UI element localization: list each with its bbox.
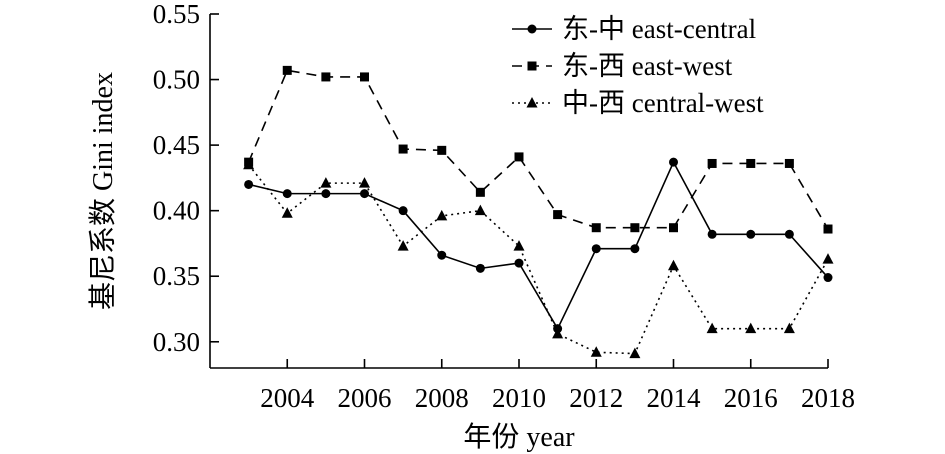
axes: 0.30 0.35 0.40 0.45 0.50 0.55 2004 2006 2008 2010… bbox=[153, 0, 855, 413]
series-line bbox=[247, 69, 829, 230]
y-tick-label: 0.35 bbox=[153, 261, 200, 291]
data-point bbox=[281, 207, 293, 218]
data-point bbox=[552, 327, 564, 339]
data-point bbox=[746, 229, 756, 239]
data-point bbox=[629, 347, 641, 359]
y-tick-label: 0.40 bbox=[153, 196, 200, 226]
legend-item-2: 东-西 east-west bbox=[512, 51, 733, 81]
data-point bbox=[669, 223, 678, 233]
data-point bbox=[475, 263, 485, 273]
data-point bbox=[823, 273, 833, 283]
x-tick-label: 2010 bbox=[492, 383, 546, 413]
data-point bbox=[513, 240, 525, 251]
legend-item-3: 中-西 central-west bbox=[512, 88, 764, 118]
data-point bbox=[514, 258, 524, 268]
x-tick-label: 2004 bbox=[260, 383, 315, 413]
data-point bbox=[823, 224, 833, 234]
legend-marker bbox=[527, 24, 537, 34]
series-layer bbox=[243, 65, 834, 359]
data-point bbox=[437, 250, 447, 260]
data-point bbox=[783, 322, 795, 334]
data-point bbox=[822, 253, 834, 264]
legend-marker bbox=[527, 61, 537, 71]
y-tick-label: 0.30 bbox=[153, 327, 200, 357]
data-point bbox=[668, 259, 679, 271]
legend-item-1: 东-中 east-central bbox=[512, 14, 756, 44]
data-point bbox=[745, 322, 757, 334]
data-point bbox=[475, 187, 485, 197]
data-point bbox=[359, 177, 370, 188]
x-tick-label: 2008 bbox=[415, 383, 469, 413]
data-point bbox=[360, 72, 369, 82]
data-point bbox=[397, 240, 409, 251]
y-axis-title: 基尼系数 Gini index bbox=[87, 72, 119, 310]
data-point bbox=[282, 189, 292, 199]
data-point bbox=[437, 145, 447, 155]
data-point bbox=[321, 72, 331, 82]
legend-label: 中-西 central-west bbox=[562, 88, 764, 118]
x-tick-label: 2016 bbox=[724, 383, 778, 413]
data-point bbox=[244, 179, 254, 189]
legend-label: 东-西 east-west bbox=[562, 51, 733, 81]
series-line bbox=[248, 160, 829, 331]
x-tick-label: 2018 bbox=[801, 383, 855, 413]
x-tick-label: 2014 bbox=[647, 383, 702, 413]
data-point bbox=[436, 209, 448, 221]
data-point bbox=[784, 229, 794, 239]
data-point bbox=[398, 144, 408, 154]
y-tick-label: 0.45 bbox=[153, 130, 200, 160]
x-axis-title: 年份 year bbox=[463, 421, 575, 453]
data-point bbox=[360, 189, 369, 199]
data-point bbox=[553, 210, 563, 220]
data-point bbox=[630, 223, 640, 233]
y-tick-label: 0.55 bbox=[153, 0, 200, 29]
data-point bbox=[282, 65, 292, 75]
series-3 bbox=[243, 158, 834, 359]
data-point bbox=[321, 189, 331, 199]
data-point bbox=[746, 158, 756, 168]
data-point bbox=[707, 229, 717, 239]
legend-label: 东-中 east-central bbox=[562, 14, 756, 44]
series-1 bbox=[244, 157, 833, 334]
data-point bbox=[398, 206, 408, 216]
legend-marker bbox=[526, 97, 538, 108]
data-point bbox=[706, 322, 718, 334]
data-point bbox=[474, 204, 486, 216]
data-point bbox=[320, 177, 332, 188]
data-point bbox=[630, 244, 640, 254]
data-point bbox=[514, 152, 524, 162]
legend: 东-中 east-central 东-西 east-west 中-西 central… bbox=[512, 14, 764, 118]
data-point bbox=[669, 157, 678, 167]
data-point bbox=[243, 158, 255, 170]
x-tick-label: 2006 bbox=[338, 383, 392, 413]
data-point bbox=[784, 158, 794, 168]
y-tick-label: 0.50 bbox=[153, 65, 200, 95]
x-tick-label: 2012 bbox=[569, 383, 623, 413]
data-point bbox=[591, 223, 601, 233]
data-point bbox=[590, 346, 602, 357]
data-point bbox=[591, 244, 601, 254]
data-point bbox=[707, 158, 717, 168]
